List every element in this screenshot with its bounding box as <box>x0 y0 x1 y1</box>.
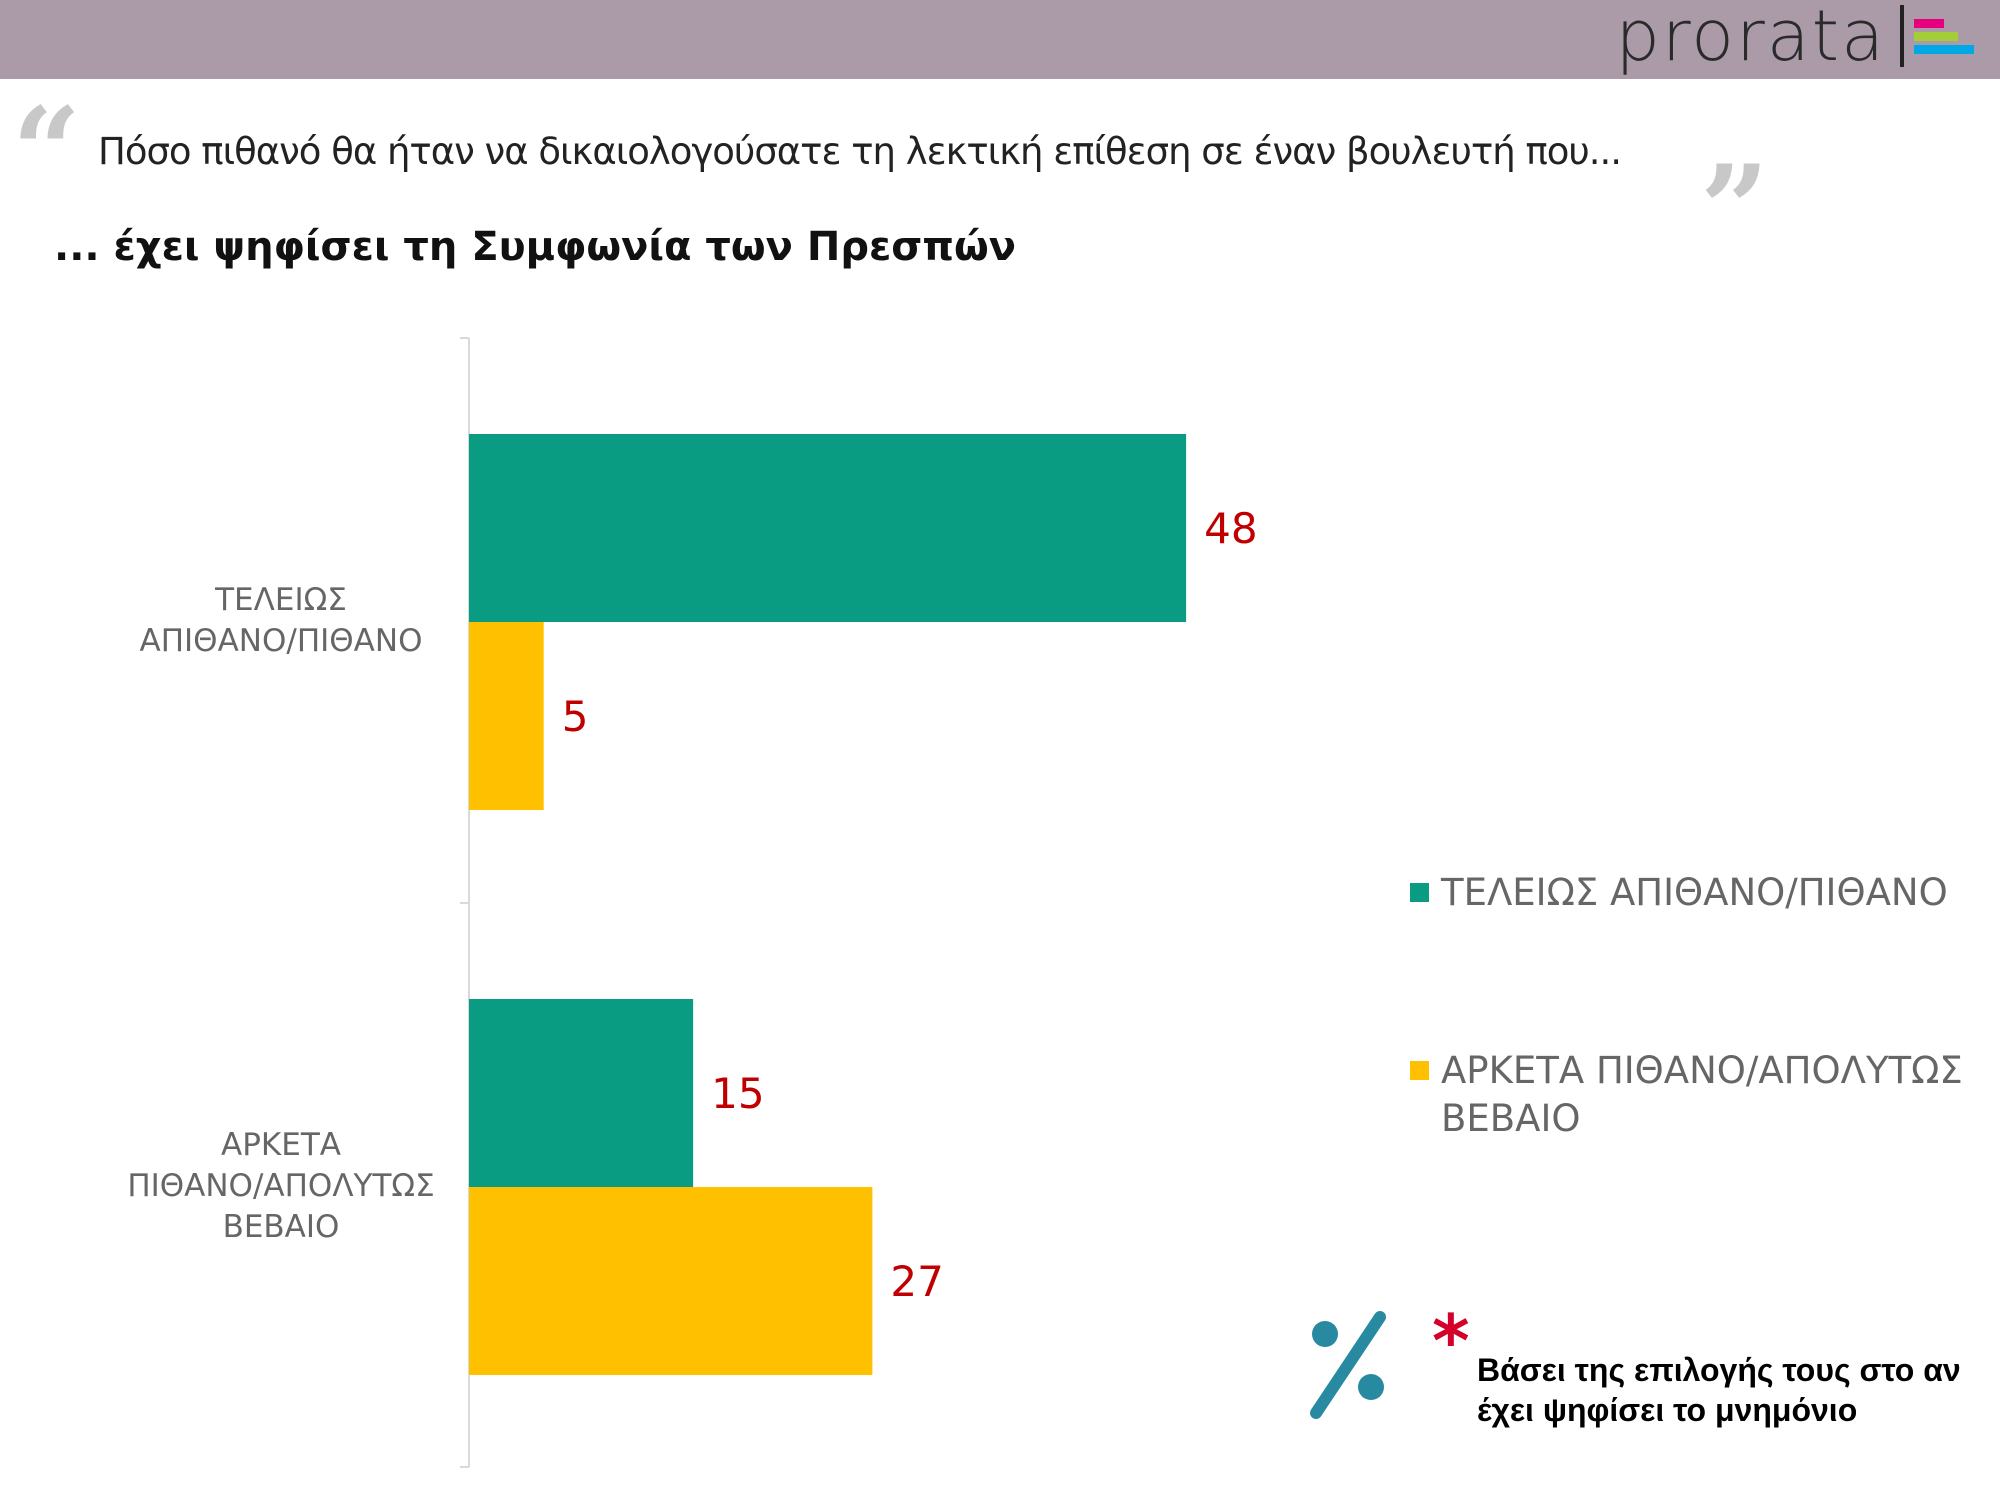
data-label: 5 <box>562 692 589 741</box>
legend-label: ΒΕΒΑΙΟ <box>1441 1097 1581 1140</box>
question-text: Πόσο πιθανό θα ήταν να δικαιολογούσατε τ… <box>98 130 1622 173</box>
data-label: 27 <box>890 1257 943 1306</box>
category-label-line: ΑΡΚΕΤΑ <box>221 1127 341 1163</box>
bar-1-1 <box>469 1187 873 1375</box>
category-label-line: ΒΕΒΑΙΟ <box>222 1209 340 1245</box>
legend-swatch <box>1410 1061 1429 1080</box>
footnote-line: έχει ψηφίσει το μνημόνιο <box>1477 1392 1858 1428</box>
data-label: 15 <box>711 1069 764 1118</box>
legend-label: ΑΡΚΕΤΑ ΠΙΘΑΝΟ/ΑΠΟΛΥΤΩΣ <box>1441 1049 1963 1092</box>
bar-1-0 <box>469 622 544 810</box>
legend-label: ΤΕΛΕΙΩΣ ΑΠΙΘΑΝΟ/ΠΙΘΑΝΟ <box>1441 871 1948 914</box>
chart-title: ... έχει ψηφίσει τη Συμφωνία των Πρεσπών <box>54 224 1017 270</box>
logo-text: prorata <box>1615 0 1886 77</box>
asterisk-icon: * <box>1432 1299 1470 1383</box>
category-label-line: ΠΙΘΑΝΟ/ΑΠΟΛΥΤΩΣ <box>127 1168 435 1204</box>
open-quote-icon: “ <box>12 81 82 222</box>
legend-item-1: ΑΡΚΕΤΑ ΠΙΘΑΝΟ/ΑΠΟΛΥΤΩΣ ΒΕΒΑΙΟ <box>1410 1047 1963 1143</box>
bar-0-1 <box>469 999 694 1187</box>
logo-stripes-icon <box>1914 15 1974 58</box>
header-bar: prorata <box>0 0 2000 79</box>
footnote: Βάσει της επιλογής τους στο αν έχει ψηφί… <box>1477 1350 1961 1430</box>
footnote-line: Βάσει της επιλογής τους στο αν <box>1477 1352 1961 1388</box>
category-label-0: ΤΕΛΕΙΩΣ ΑΠΙΘΑΝΟ/ΠΙΘΑΝΟ <box>121 580 441 662</box>
category-label-1: ΑΡΚΕΤΑ ΠΙΘΑΝΟ/ΑΠΟΛΥΤΩΣ ΒΕΒΑΙΟ <box>121 1125 441 1248</box>
close-quote-icon: ” <box>1700 139 1770 280</box>
legend-swatch <box>1410 883 1429 902</box>
prorata-logo: prorata <box>1615 0 1974 72</box>
logo-divider <box>1900 5 1904 67</box>
bar-0-0 <box>469 434 1187 622</box>
category-label-line: ΤΕΛΕΙΩΣ <box>215 582 347 618</box>
percent-icon <box>1310 1311 1386 1419</box>
legend-item-0: ΤΕΛΕΙΩΣ ΑΠΙΘΑΝΟ/ΠΙΘΑΝΟ <box>1410 869 1948 917</box>
data-label: 48 <box>1204 504 1257 553</box>
category-label-line: ΑΠΙΘΑΝΟ/ΠΙΘΑΝΟ <box>139 623 423 659</box>
